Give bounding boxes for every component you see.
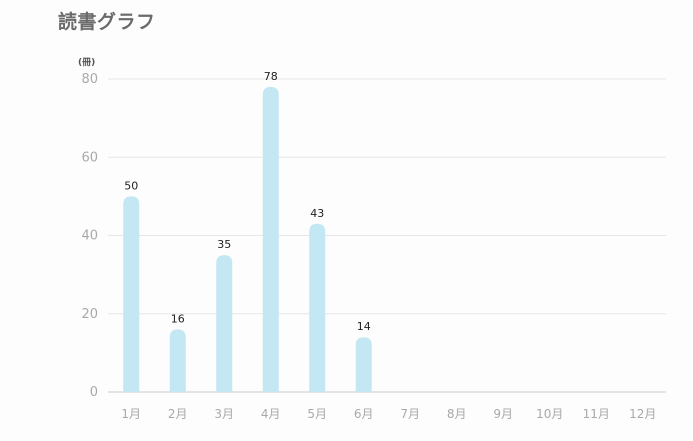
data-label-3: 35 (217, 238, 231, 251)
bars (123, 86, 372, 392)
bar-2 (169, 329, 186, 392)
x-tick-label-12: 12月 (629, 407, 656, 421)
data-label-6: 14 (357, 320, 371, 333)
x-tick-label-7: 7月 (400, 407, 420, 421)
data-label-2: 16 (171, 312, 185, 325)
bar-6 (355, 337, 372, 392)
x-tick-label-1: 1月 (121, 407, 141, 421)
bar-1 (123, 196, 140, 392)
x-tick-label-8: 8月 (447, 407, 467, 421)
x-tick-label-11: 11月 (583, 407, 610, 421)
y-axis-ticks: 0 20 40 60 80 (81, 72, 98, 400)
grid-lines (108, 78, 666, 393)
y-tick-label-80: 80 (81, 72, 98, 87)
y-tick-label-20: 20 (81, 307, 98, 322)
data-label-5: 43 (310, 207, 324, 220)
x-tick-label-2: 2月 (168, 407, 188, 421)
x-tick-label-3: 3月 (214, 407, 234, 421)
data-label-4: 78 (264, 70, 278, 83)
bar-5 (309, 223, 326, 392)
bar-4 (262, 86, 279, 392)
bar-3 (216, 255, 233, 392)
x-tick-label-6: 6月 (354, 407, 374, 421)
x-tick-label-4: 4月 (261, 407, 281, 421)
x-tick-label-9: 9月 (493, 407, 513, 421)
y-tick-label-0: 0 (90, 385, 98, 400)
y-axis-unit: (冊) (78, 57, 95, 68)
x-tick-label-5: 5月 (307, 407, 327, 421)
x-tick-label-10: 10月 (536, 407, 563, 421)
y-tick-label-40: 40 (81, 229, 98, 244)
x-axis-ticks: 1月 2月 3月 4月 5月 6月 7月 8月 9月 10月 11月 12月 (121, 407, 656, 421)
data-label-1: 50 (124, 179, 138, 192)
page-title: 読書グラフ (58, 11, 156, 33)
y-tick-label-60: 60 (81, 150, 98, 165)
data-labels: 50 16 35 78 43 14 (124, 70, 371, 333)
